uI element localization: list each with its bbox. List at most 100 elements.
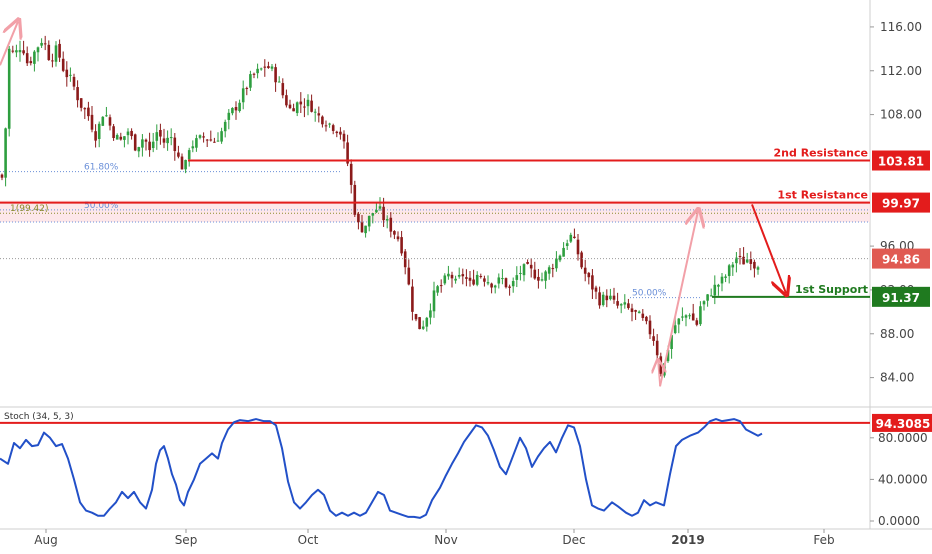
candle-body	[389, 217, 393, 232]
candle-body	[306, 99, 310, 107]
candle-body	[465, 277, 468, 279]
candle-body	[699, 306, 702, 325]
price-tick-label: 108.00	[880, 108, 922, 122]
candle-body	[18, 50, 22, 53]
candle-body	[349, 163, 353, 185]
level-price-box	[872, 150, 930, 171]
level-price-box	[872, 286, 930, 307]
candle-body	[479, 276, 483, 278]
candle-body	[677, 318, 681, 325]
candle-body	[119, 136, 123, 140]
candle-body	[533, 269, 537, 279]
fib-label: 1(99.42)	[10, 204, 49, 214]
projection-arrows	[0, 21, 786, 387]
candle-body	[483, 278, 486, 282]
candle-body	[115, 134, 119, 140]
candle-body	[321, 116, 324, 125]
candle-body	[652, 336, 655, 341]
candle-body	[40, 42, 43, 46]
candle-body	[659, 356, 663, 374]
candle-body	[717, 284, 720, 287]
candle-body	[497, 277, 501, 284]
candle-body	[745, 259, 749, 263]
candle-body	[378, 206, 382, 209]
stoch-tick-label: 0.0000	[878, 514, 920, 528]
candle-body	[357, 213, 360, 223]
candle-body	[727, 265, 731, 277]
candle-body	[223, 121, 227, 132]
candle-body	[648, 320, 652, 335]
candle-body	[360, 222, 364, 233]
candle-body	[598, 292, 601, 306]
candle-body	[439, 285, 443, 287]
candle-body	[468, 277, 472, 281]
candle-body	[472, 279, 475, 285]
candle-body	[288, 104, 292, 109]
candle-body	[90, 114, 94, 130]
candle-body	[252, 73, 256, 75]
candle-body	[43, 43, 47, 45]
candle-body	[234, 107, 238, 111]
candle-body	[375, 209, 378, 213]
candle-body	[274, 67, 277, 83]
candle-body	[623, 302, 627, 305]
candle-body	[364, 225, 367, 234]
candle-body	[522, 264, 526, 276]
candle-body	[195, 138, 198, 148]
candle-body	[508, 286, 511, 288]
candle-body	[191, 146, 195, 149]
candle-body	[407, 267, 411, 285]
candle-body	[738, 255, 742, 257]
candle-body	[504, 278, 508, 288]
candle-body	[519, 272, 522, 274]
candle-body	[605, 295, 609, 301]
candle-body	[25, 53, 29, 64]
candle-body	[587, 272, 591, 278]
candle-body	[396, 236, 400, 240]
price-tick-label: 112.00	[880, 64, 922, 78]
candle-body	[15, 50, 18, 53]
candle-body	[688, 315, 691, 317]
candle-body	[245, 87, 249, 89]
candle-body	[123, 136, 126, 140]
candle-body	[83, 108, 87, 110]
candle-body	[238, 102, 241, 112]
time-tick-label: 2019	[671, 533, 704, 547]
candle-body	[562, 247, 565, 257]
candle-body	[367, 215, 371, 227]
resistance-zone	[0, 200, 870, 223]
candle-body	[101, 116, 105, 126]
candle-body	[259, 68, 263, 70]
candle-body	[432, 290, 436, 312]
fib-label: 61.80%	[84, 163, 119, 173]
candle-body	[151, 141, 155, 149]
candle-body	[61, 58, 65, 71]
candle-body	[436, 286, 439, 293]
candle-body	[702, 301, 706, 305]
candle-body	[670, 335, 673, 349]
candle-body	[162, 138, 166, 143]
candle-body	[328, 123, 331, 125]
candle-body	[753, 261, 756, 269]
level-price-label: 99.97	[882, 197, 920, 211]
candle-body	[285, 95, 288, 106]
candle-body	[7, 48, 11, 129]
candle-body	[180, 156, 184, 170]
candle-body	[346, 142, 349, 164]
candle-body	[641, 313, 645, 318]
candle-body	[634, 310, 637, 312]
candle-body	[339, 131, 342, 135]
candle-body	[511, 281, 515, 287]
candle-body	[209, 139, 213, 141]
candle-body	[231, 107, 234, 114]
candle-body	[414, 314, 418, 320]
time-tick-label: Feb	[813, 533, 834, 547]
candle-body	[540, 279, 544, 281]
level-name: 2nd Resistance	[774, 147, 868, 160]
candle-body	[425, 317, 429, 327]
candle-body	[310, 100, 313, 112]
candle-body	[281, 83, 285, 96]
candle-body	[303, 106, 306, 108]
candle-body	[673, 325, 677, 334]
